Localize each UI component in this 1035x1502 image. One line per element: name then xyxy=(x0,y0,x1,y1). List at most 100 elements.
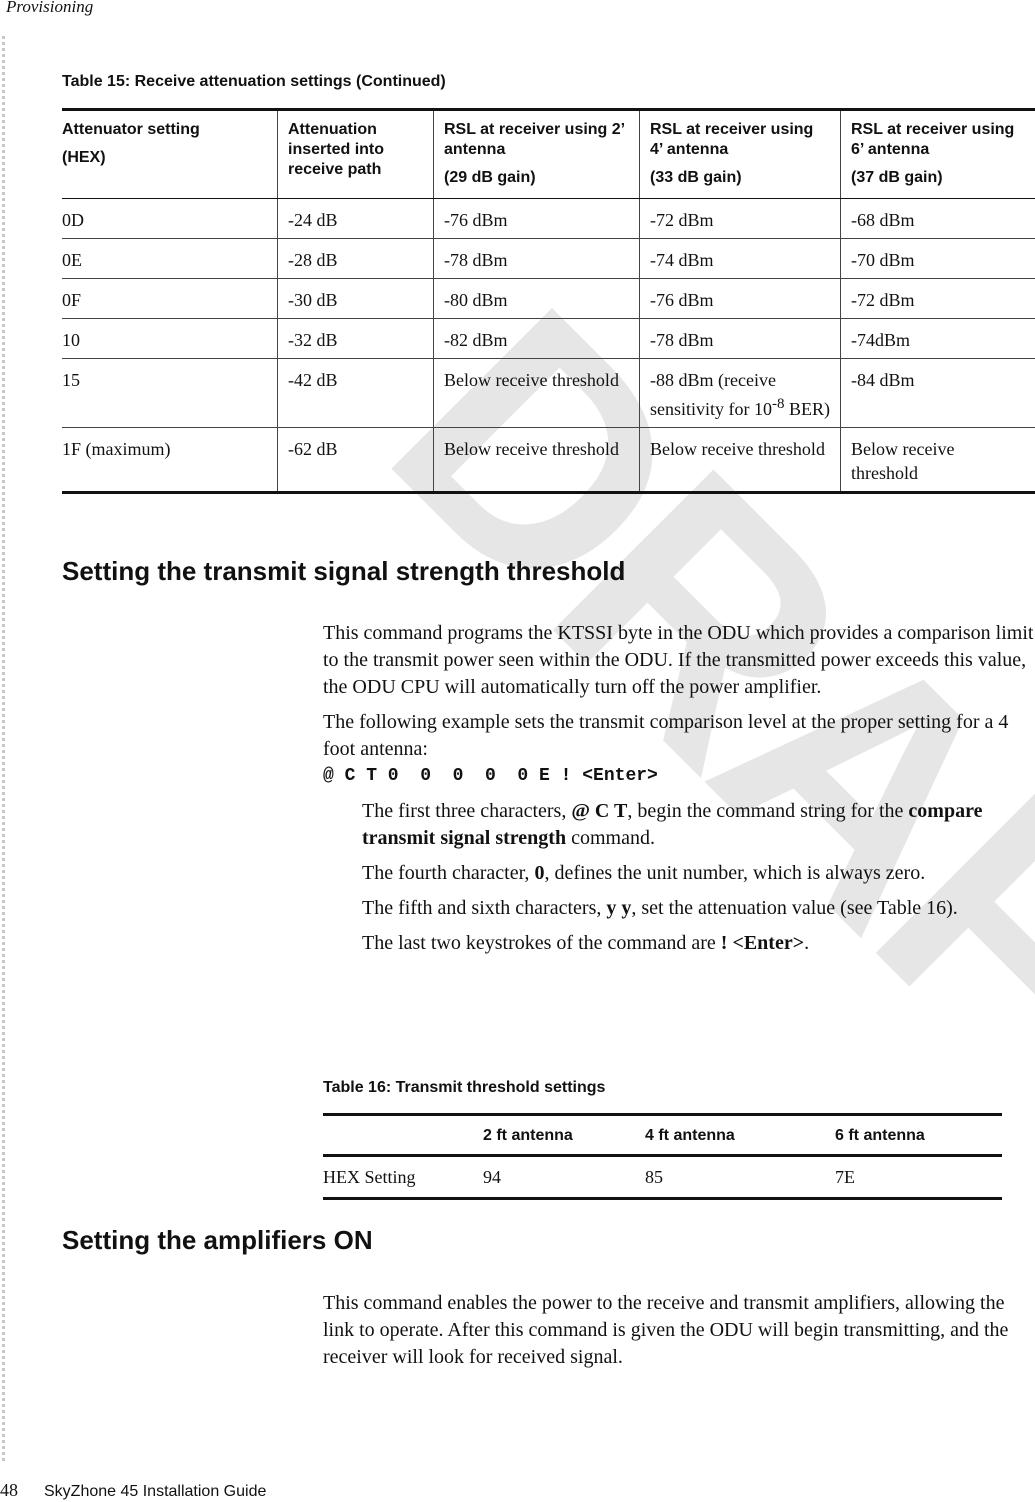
cell: Below receive threshold xyxy=(639,427,841,493)
bullet-text: The fourth character, 0, defines the uni… xyxy=(362,860,1035,887)
t: y y xyxy=(606,897,632,919)
t: The first three characters, xyxy=(362,800,572,822)
col-header: 6 ft antenna xyxy=(825,1114,1002,1157)
t: The fifth and sixth characters, xyxy=(362,897,607,919)
table-reference-link[interactable]: , set the attenuation value (see Table 1… xyxy=(631,897,958,919)
cell: 15 xyxy=(62,358,278,428)
cell-text: -72 dBm xyxy=(650,210,714,230)
cell-text: -84 dBm xyxy=(851,370,915,390)
col-header: RSL at receiver using 2’ antenna (29 dB g… xyxy=(433,109,640,199)
cell-text: -28 dB xyxy=(288,250,338,270)
header-line: (29 dB gain) xyxy=(444,169,536,186)
col-header: RSL at receiver using 4’ antenna (33 dB g… xyxy=(639,109,841,199)
paragraph: This command enables the power to the re… xyxy=(323,1292,1009,1368)
cell: -84 dBm xyxy=(840,358,1035,428)
document-title: SkyZhone 45 Installation Guide xyxy=(44,1483,267,1500)
cell: -80 dBm xyxy=(433,278,640,319)
cell: -72 dBm xyxy=(840,278,1035,319)
cell-text: Below receive threshold xyxy=(444,370,619,390)
paragraph: The following example sets the transmit … xyxy=(323,711,1009,760)
cell: 0F xyxy=(62,278,278,319)
cell: -74 dBm xyxy=(639,238,841,279)
cell: -30 dB xyxy=(277,278,434,319)
table-row: 1F (maximum) -62 dB Below receive threshol… xyxy=(62,427,1035,493)
cell-text: -32 dB xyxy=(288,330,338,350)
cell: -62 dB xyxy=(277,427,434,493)
col-header: 4 ft antenna xyxy=(635,1114,825,1157)
header-line: Attenuation inserted into receive path xyxy=(288,121,385,178)
cell-text: -78 dBm xyxy=(650,330,714,350)
cell: Below receive threshold xyxy=(433,358,640,428)
cell-text: -24 dB xyxy=(288,210,338,230)
cell-text: Below receive threshold xyxy=(851,439,955,483)
header-line: (37 dB gain) xyxy=(851,169,943,186)
cell-text: -72 dBm xyxy=(851,290,915,310)
header-line: Attenuator setting xyxy=(62,121,200,138)
cell-text: 1F (maximum) xyxy=(62,439,171,459)
table-row: 0D -24 dB -76 dBm -72 dBm -68 dBm xyxy=(62,198,1035,239)
margin-rule xyxy=(2,36,5,1461)
t: @ C T xyxy=(571,800,628,822)
cell: -32 dB xyxy=(277,318,434,359)
cell: 10 xyxy=(62,318,278,359)
cell-text: -88 dBm (receive sensitivity for 10 xyxy=(650,370,776,419)
col-header xyxy=(323,1114,473,1157)
cell-text: Below receive threshold xyxy=(444,439,619,459)
table-row: 10 -32 dB -82 dBm -78 dBm -74dBm xyxy=(62,318,1035,359)
cell: -28 dB xyxy=(277,238,434,279)
cell: -82 dBm xyxy=(433,318,640,359)
t: , defines the unit number, which is alwa… xyxy=(544,862,926,884)
cell: 85 xyxy=(645,1167,663,1187)
cell-text: BER) xyxy=(784,399,831,419)
section-title-amplifiers-on: Setting the amplifiers ON xyxy=(62,1225,373,1255)
cell-text: -68 dBm xyxy=(851,210,915,230)
cell-text: -82 dBm xyxy=(444,330,508,350)
cell: -78 dBm xyxy=(433,238,640,279)
page-number: 48 xyxy=(0,1480,18,1500)
cell: -78 dBm xyxy=(639,318,841,359)
t: command. xyxy=(566,827,655,849)
cell: -76 dBm xyxy=(433,198,640,239)
cell-text: -62 dB xyxy=(288,439,338,459)
table-row: HEX Setting 94 85 7E xyxy=(323,1156,1002,1199)
cell: -68 dBm xyxy=(840,198,1035,239)
page-footer: 48 SkyZhone 45 Installation Guide xyxy=(0,1480,266,1501)
t: 0 xyxy=(534,862,545,884)
col-header: RSL at receiver using 6’ antenna (37 dB g… xyxy=(840,109,1035,199)
exponent: -8 xyxy=(772,396,785,412)
t: The fourth character, xyxy=(362,862,535,884)
cell-text: 0F xyxy=(62,290,82,310)
paragraph: This command programs the KTSSI byte in … xyxy=(323,622,1034,698)
cell: -42 dB xyxy=(277,358,434,428)
cell-text: Below receive threshold xyxy=(650,439,825,459)
header-line: RSL at receiver using 6’ antenna xyxy=(851,121,1015,158)
t: compare transmit signal strength xyxy=(362,800,983,849)
t: The last two keystrokes of the command a… xyxy=(362,932,721,954)
command-example: @ C T 0 0 0 0 0 E ! <Enter> xyxy=(323,766,658,786)
cell-text: -74 dBm xyxy=(650,250,714,270)
section-title-transmit-threshold: Setting the transmit signal strength thr… xyxy=(62,556,626,586)
cell: -74dBm xyxy=(840,318,1035,359)
cell-text: -30 dB xyxy=(288,290,338,310)
t: . xyxy=(804,932,810,954)
table-row: 0F -30 dB -80 dBm -76 dBm -72 dBm xyxy=(62,278,1035,319)
t: , begin the command string for the xyxy=(627,800,909,822)
receive-attenuation-table: Attenuator setting (HEX) Attenuation inse… xyxy=(62,108,1035,494)
cell-text: -76 dBm xyxy=(650,290,714,310)
table15-caption: Table 15: Receive attenuation settings (… xyxy=(62,73,446,90)
transmit-threshold-table: 2 ft antenna 4 ft antenna 6 ft antenna H… xyxy=(323,1113,1002,1200)
cell-text: -80 dBm xyxy=(444,290,508,310)
cell-text: 15 xyxy=(62,370,80,390)
col-header: 2 ft antenna xyxy=(473,1114,635,1157)
cell-text: -76 dBm xyxy=(444,210,508,230)
cell: -76 dBm xyxy=(639,278,841,319)
table-row: 0E -28 dB -78 dBm -74 dBm -70 dBm xyxy=(62,238,1035,279)
section1-body: This command programs the KTSSI byte in … xyxy=(323,620,1035,965)
cell-text: -78 dBm xyxy=(444,250,508,270)
bullet-text: The first three characters, @ C T, begin… xyxy=(362,798,1035,852)
header-line: (HEX) xyxy=(62,149,106,166)
header-line: RSL at receiver using 2’ antenna xyxy=(444,121,625,158)
cell: Below receive threshold xyxy=(433,427,640,493)
col-header: Attenuation inserted into receive path xyxy=(277,109,434,199)
